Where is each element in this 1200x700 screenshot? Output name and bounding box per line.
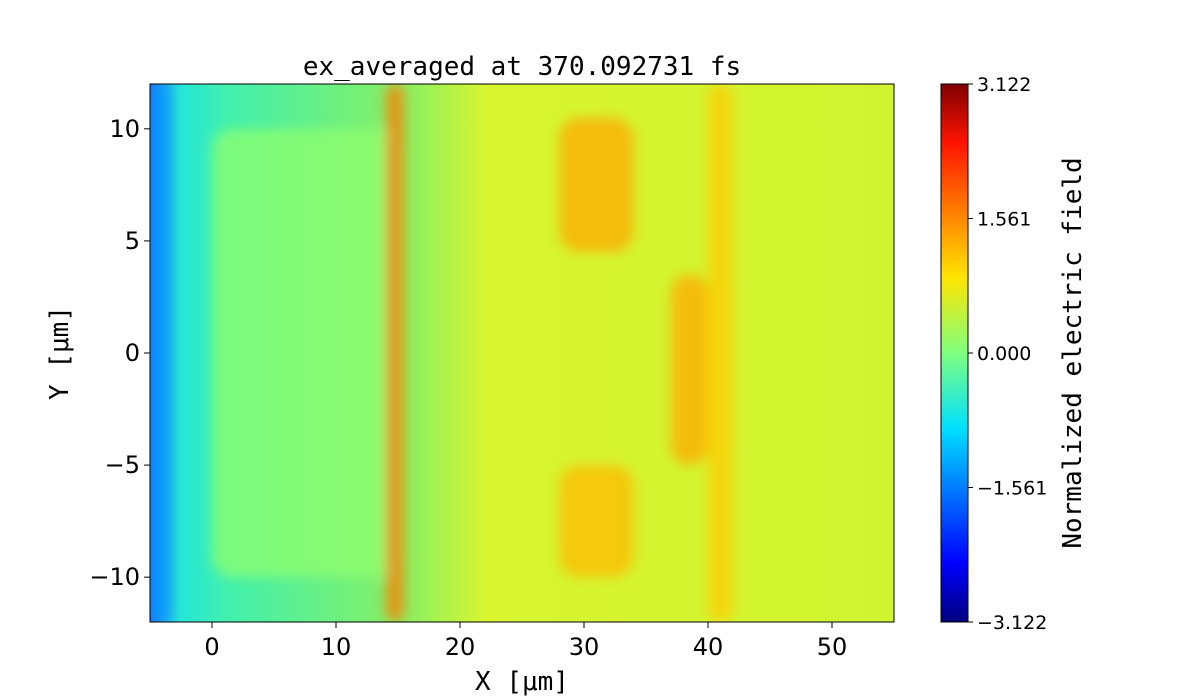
y-tick-label: 10 <box>109 115 140 143</box>
y-axis-ticks: −10 −5 0 5 10 <box>89 115 150 591</box>
heatmap-plot-area <box>150 84 894 622</box>
colorbar-tick-label: 0.000 <box>977 343 1031 365</box>
colorbar-tick-label: 1.561 <box>977 209 1031 231</box>
x-axis-ticks: 0 10 20 30 40 50 <box>204 622 847 661</box>
colorbar-scale <box>940 83 969 623</box>
x-axis-label: X [μm] <box>475 667 569 697</box>
colorbar-label: Normalized electric field <box>1058 157 1088 548</box>
x-tick-label: 50 <box>817 633 848 661</box>
heatmap-feature-3 <box>559 117 634 253</box>
heatmap-feature-4 <box>559 465 634 578</box>
colorbar-tick-label: −1.561 <box>977 478 1047 500</box>
y-tick-label: 0 <box>125 339 140 367</box>
y-tick-label: −10 <box>89 563 140 591</box>
heatmap-feature-1 <box>212 128 398 578</box>
x-tick-label: 20 <box>445 633 476 661</box>
y-tick-label: 5 <box>125 227 140 255</box>
heatmap-feature-5 <box>670 274 708 466</box>
y-tick-label: −5 <box>105 451 140 479</box>
colorbar-ticks: −3.122 −1.561 0.000 1.561 3.122 <box>968 74 1047 634</box>
x-tick-label: 40 <box>693 633 724 661</box>
x-tick-label: 0 <box>204 633 219 661</box>
x-tick-label: 30 <box>569 633 600 661</box>
chart-title: ex_averaged at 370.092731 fs <box>303 52 741 82</box>
heatmap-feature-2 <box>385 84 405 622</box>
colorbar-tick-label: −3.122 <box>977 612 1047 634</box>
colorbar: −3.122 −1.561 0.000 1.561 3.122 Normalized e… <box>940 74 1088 634</box>
y-axis-label: Y [μm] <box>45 306 75 400</box>
colorbar-tick-label: 3.122 <box>977 74 1031 96</box>
heatmap-feature-6 <box>708 84 733 622</box>
heatmap-features <box>150 84 733 622</box>
x-tick-label: 10 <box>321 633 352 661</box>
heatmap-feature-0 <box>150 84 169 622</box>
